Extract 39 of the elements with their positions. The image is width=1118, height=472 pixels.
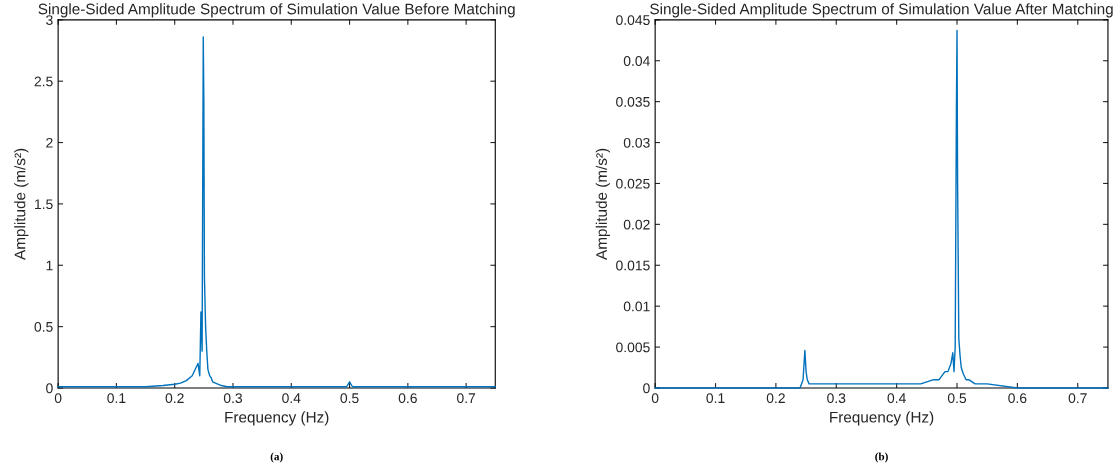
- y-tick-label: 0.03: [623, 137, 650, 148]
- x-tick-label: 0.2: [766, 393, 785, 404]
- y-tick-label: 1.5: [35, 199, 53, 210]
- y-tick-label: 1: [46, 260, 53, 271]
- x-tick-label: 0.6: [398, 393, 417, 404]
- x-tick-label: 0.7: [457, 393, 476, 404]
- x-tick-label: 0.4: [282, 393, 301, 404]
- y-tick-label: 0.015: [616, 260, 650, 271]
- y-axis-title: Amplitude (m/s²): [14, 148, 29, 260]
- y-tick-label: 0.045: [616, 15, 650, 25]
- x-tick-label: 0.6: [1008, 393, 1027, 404]
- x-tick-label: 0.2: [165, 393, 184, 404]
- y-tick-label: 2.5: [34, 76, 53, 87]
- y-axis-title: Amplitude (m/s²): [595, 148, 610, 260]
- x-tick-label: 0.4: [887, 393, 906, 404]
- y-tick-label: 0.5: [34, 321, 53, 332]
- y-tick-label: 0.04: [623, 56, 650, 66]
- x-tick-label: 0.1: [107, 393, 126, 404]
- y-tick-label: 0.02: [623, 219, 650, 230]
- y-tick-label: 0: [643, 383, 650, 394]
- y-tick-label: 0: [46, 383, 53, 394]
- x-tick-label: 0.5: [340, 393, 359, 404]
- x-tick-label: 0.1: [706, 393, 725, 404]
- x-tick-label: 0.3: [827, 393, 846, 404]
- x-tick-label: 0.7: [1068, 393, 1087, 404]
- x-tick-label: 0: [651, 393, 659, 404]
- y-tick-label: 2: [46, 137, 53, 148]
- x-tick-label: 0: [54, 393, 62, 404]
- x-axis-title: Frequency (Hz): [830, 411, 934, 426]
- x-tick-label: 0.3: [223, 393, 243, 404]
- y-tick-label: 0.035: [616, 96, 650, 107]
- x-tick-label: 0.5: [947, 393, 967, 404]
- y-tick-label: 0.005: [616, 342, 650, 353]
- y-tick-label: 0.01: [623, 301, 650, 312]
- text: (a): [270, 452, 283, 463]
- text: (b): [875, 452, 888, 463]
- x-axis-title: Frequency (Hz): [225, 411, 329, 426]
- chart-title: Single-Sided Amplitude Spectrum of Simulation Value After Matching: [650, 3, 1113, 18]
- y-tick-label: 0.025: [616, 178, 650, 189]
